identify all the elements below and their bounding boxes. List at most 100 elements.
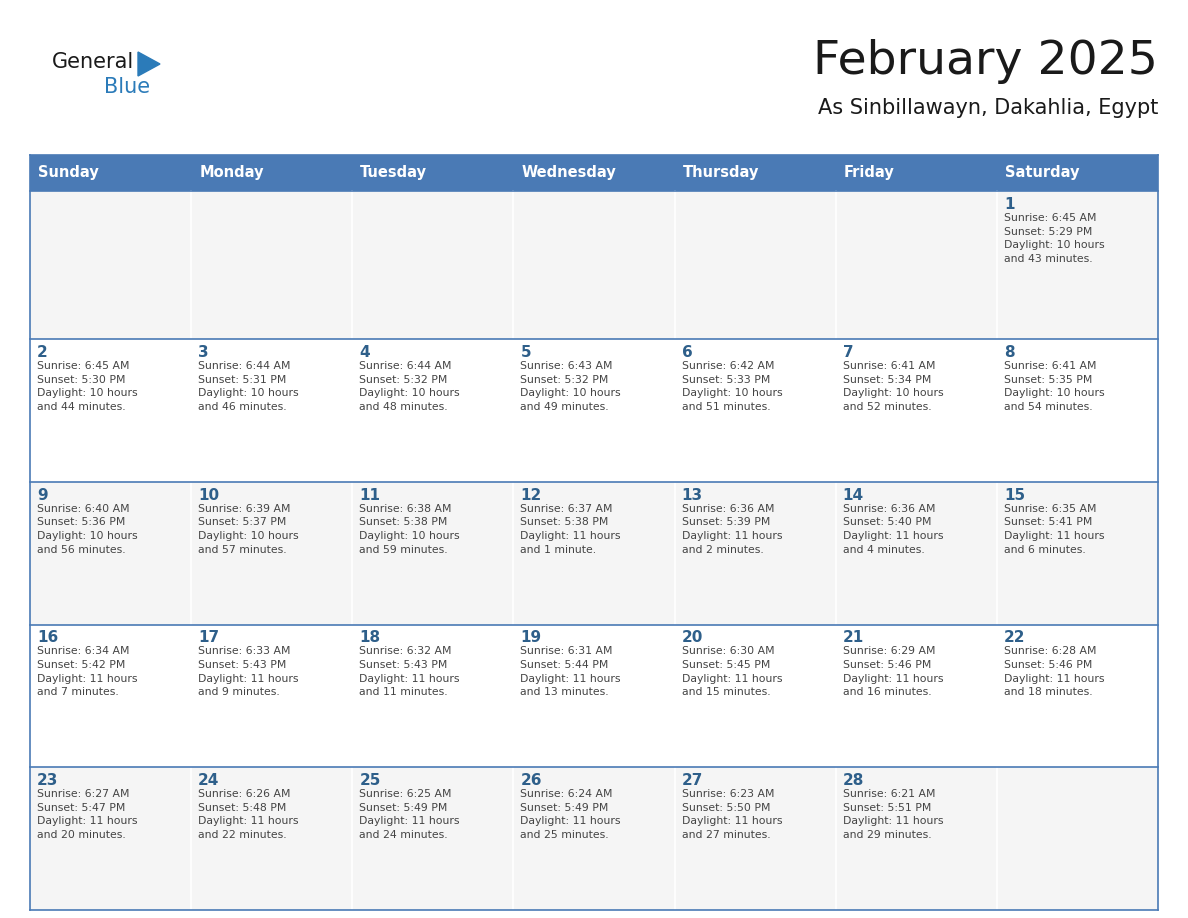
Bar bbox=[513, 624, 675, 767]
Text: February 2025: February 2025 bbox=[813, 39, 1158, 84]
Bar bbox=[997, 339, 1158, 482]
Bar bbox=[675, 191, 835, 339]
Text: Tuesday: Tuesday bbox=[360, 165, 428, 181]
Text: Sunrise: 6:25 AM
Sunset: 5:49 PM
Daylight: 11 hours
and 24 minutes.: Sunrise: 6:25 AM Sunset: 5:49 PM Dayligh… bbox=[359, 789, 460, 840]
Bar bbox=[835, 624, 997, 767]
Bar bbox=[353, 191, 513, 339]
Bar bbox=[513, 155, 675, 191]
Text: Sunrise: 6:33 AM
Sunset: 5:43 PM
Daylight: 11 hours
and 9 minutes.: Sunrise: 6:33 AM Sunset: 5:43 PM Dayligh… bbox=[198, 646, 298, 698]
Text: Sunrise: 6:38 AM
Sunset: 5:38 PM
Daylight: 10 hours
and 59 minutes.: Sunrise: 6:38 AM Sunset: 5:38 PM Dayligh… bbox=[359, 504, 460, 554]
Text: 19: 19 bbox=[520, 631, 542, 645]
Text: 2: 2 bbox=[37, 345, 48, 360]
Bar bbox=[30, 191, 191, 339]
Text: Sunrise: 6:39 AM
Sunset: 5:37 PM
Daylight: 10 hours
and 57 minutes.: Sunrise: 6:39 AM Sunset: 5:37 PM Dayligh… bbox=[198, 504, 298, 554]
Text: Saturday: Saturday bbox=[1005, 165, 1080, 181]
Text: Friday: Friday bbox=[843, 165, 895, 181]
Bar bbox=[191, 339, 353, 482]
Bar bbox=[997, 191, 1158, 339]
Text: Sunrise: 6:36 AM
Sunset: 5:39 PM
Daylight: 11 hours
and 2 minutes.: Sunrise: 6:36 AM Sunset: 5:39 PM Dayligh… bbox=[682, 504, 782, 554]
Text: 1: 1 bbox=[1004, 197, 1015, 212]
Text: 17: 17 bbox=[198, 631, 220, 645]
Bar bbox=[513, 191, 675, 339]
Bar bbox=[997, 155, 1158, 191]
Bar bbox=[513, 767, 675, 910]
Text: 12: 12 bbox=[520, 487, 542, 503]
Text: Sunrise: 6:41 AM
Sunset: 5:35 PM
Daylight: 10 hours
and 54 minutes.: Sunrise: 6:41 AM Sunset: 5:35 PM Dayligh… bbox=[1004, 361, 1105, 412]
Bar bbox=[353, 767, 513, 910]
Text: Sunrise: 6:36 AM
Sunset: 5:40 PM
Daylight: 11 hours
and 4 minutes.: Sunrise: 6:36 AM Sunset: 5:40 PM Dayligh… bbox=[842, 504, 943, 554]
Text: Sunrise: 6:34 AM
Sunset: 5:42 PM
Daylight: 11 hours
and 7 minutes.: Sunrise: 6:34 AM Sunset: 5:42 PM Dayligh… bbox=[37, 646, 138, 698]
Text: 3: 3 bbox=[198, 345, 209, 360]
Text: 16: 16 bbox=[37, 631, 58, 645]
Text: 18: 18 bbox=[359, 631, 380, 645]
Bar bbox=[675, 624, 835, 767]
Bar bbox=[191, 191, 353, 339]
Text: Sunrise: 6:37 AM
Sunset: 5:38 PM
Daylight: 11 hours
and 1 minute.: Sunrise: 6:37 AM Sunset: 5:38 PM Dayligh… bbox=[520, 504, 621, 554]
Text: 26: 26 bbox=[520, 773, 542, 789]
Bar bbox=[191, 155, 353, 191]
Bar bbox=[30, 339, 191, 482]
Bar bbox=[835, 482, 997, 624]
Bar bbox=[513, 339, 675, 482]
Bar bbox=[997, 624, 1158, 767]
Text: 28: 28 bbox=[842, 773, 864, 789]
Text: 5: 5 bbox=[520, 345, 531, 360]
Text: Sunday: Sunday bbox=[38, 165, 99, 181]
Text: 23: 23 bbox=[37, 773, 58, 789]
Bar bbox=[30, 482, 191, 624]
Text: Wednesday: Wednesday bbox=[522, 165, 617, 181]
Bar bbox=[191, 767, 353, 910]
Bar bbox=[675, 482, 835, 624]
Text: Sunrise: 6:31 AM
Sunset: 5:44 PM
Daylight: 11 hours
and 13 minutes.: Sunrise: 6:31 AM Sunset: 5:44 PM Dayligh… bbox=[520, 646, 621, 698]
Polygon shape bbox=[138, 52, 160, 76]
Bar bbox=[675, 155, 835, 191]
Text: Sunrise: 6:45 AM
Sunset: 5:30 PM
Daylight: 10 hours
and 44 minutes.: Sunrise: 6:45 AM Sunset: 5:30 PM Dayligh… bbox=[37, 361, 138, 412]
Text: 4: 4 bbox=[359, 345, 369, 360]
Text: Sunrise: 6:24 AM
Sunset: 5:49 PM
Daylight: 11 hours
and 25 minutes.: Sunrise: 6:24 AM Sunset: 5:49 PM Dayligh… bbox=[520, 789, 621, 840]
Text: Sunrise: 6:42 AM
Sunset: 5:33 PM
Daylight: 10 hours
and 51 minutes.: Sunrise: 6:42 AM Sunset: 5:33 PM Dayligh… bbox=[682, 361, 782, 412]
Text: 20: 20 bbox=[682, 631, 703, 645]
Bar bbox=[675, 339, 835, 482]
Bar bbox=[30, 767, 191, 910]
Bar bbox=[30, 155, 191, 191]
Text: General: General bbox=[52, 52, 134, 72]
Text: Sunrise: 6:23 AM
Sunset: 5:50 PM
Daylight: 11 hours
and 27 minutes.: Sunrise: 6:23 AM Sunset: 5:50 PM Dayligh… bbox=[682, 789, 782, 840]
Bar bbox=[353, 482, 513, 624]
Text: Sunrise: 6:21 AM
Sunset: 5:51 PM
Daylight: 11 hours
and 29 minutes.: Sunrise: 6:21 AM Sunset: 5:51 PM Dayligh… bbox=[842, 789, 943, 840]
Text: 15: 15 bbox=[1004, 487, 1025, 503]
Text: 21: 21 bbox=[842, 631, 864, 645]
Text: 9: 9 bbox=[37, 487, 48, 503]
Bar bbox=[675, 767, 835, 910]
Text: Sunrise: 6:30 AM
Sunset: 5:45 PM
Daylight: 11 hours
and 15 minutes.: Sunrise: 6:30 AM Sunset: 5:45 PM Dayligh… bbox=[682, 646, 782, 698]
Bar bbox=[835, 339, 997, 482]
Text: 25: 25 bbox=[359, 773, 380, 789]
Bar bbox=[835, 155, 997, 191]
Text: Sunrise: 6:44 AM
Sunset: 5:31 PM
Daylight: 10 hours
and 46 minutes.: Sunrise: 6:44 AM Sunset: 5:31 PM Dayligh… bbox=[198, 361, 298, 412]
Text: Sunrise: 6:26 AM
Sunset: 5:48 PM
Daylight: 11 hours
and 22 minutes.: Sunrise: 6:26 AM Sunset: 5:48 PM Dayligh… bbox=[198, 789, 298, 840]
Text: 14: 14 bbox=[842, 487, 864, 503]
Text: 8: 8 bbox=[1004, 345, 1015, 360]
Text: Monday: Monday bbox=[200, 165, 264, 181]
Text: 11: 11 bbox=[359, 487, 380, 503]
Bar bbox=[997, 767, 1158, 910]
Text: Sunrise: 6:44 AM
Sunset: 5:32 PM
Daylight: 10 hours
and 48 minutes.: Sunrise: 6:44 AM Sunset: 5:32 PM Dayligh… bbox=[359, 361, 460, 412]
Bar bbox=[353, 339, 513, 482]
Text: Sunrise: 6:32 AM
Sunset: 5:43 PM
Daylight: 11 hours
and 11 minutes.: Sunrise: 6:32 AM Sunset: 5:43 PM Dayligh… bbox=[359, 646, 460, 698]
Text: As Sinbillawayn, Dakahlia, Egypt: As Sinbillawayn, Dakahlia, Egypt bbox=[817, 98, 1158, 118]
Bar bbox=[191, 482, 353, 624]
Text: 13: 13 bbox=[682, 487, 702, 503]
Bar bbox=[997, 482, 1158, 624]
Bar bbox=[30, 624, 191, 767]
Text: 24: 24 bbox=[198, 773, 220, 789]
Text: 22: 22 bbox=[1004, 631, 1025, 645]
Text: 6: 6 bbox=[682, 345, 693, 360]
Bar bbox=[513, 482, 675, 624]
Bar bbox=[353, 624, 513, 767]
Text: Sunrise: 6:28 AM
Sunset: 5:46 PM
Daylight: 11 hours
and 18 minutes.: Sunrise: 6:28 AM Sunset: 5:46 PM Dayligh… bbox=[1004, 646, 1105, 698]
Text: Sunrise: 6:29 AM
Sunset: 5:46 PM
Daylight: 11 hours
and 16 minutes.: Sunrise: 6:29 AM Sunset: 5:46 PM Dayligh… bbox=[842, 646, 943, 698]
Bar bbox=[191, 624, 353, 767]
Bar bbox=[353, 155, 513, 191]
Text: Blue: Blue bbox=[105, 77, 150, 97]
Text: Sunrise: 6:45 AM
Sunset: 5:29 PM
Daylight: 10 hours
and 43 minutes.: Sunrise: 6:45 AM Sunset: 5:29 PM Dayligh… bbox=[1004, 213, 1105, 263]
Text: Sunrise: 6:43 AM
Sunset: 5:32 PM
Daylight: 10 hours
and 49 minutes.: Sunrise: 6:43 AM Sunset: 5:32 PM Dayligh… bbox=[520, 361, 621, 412]
